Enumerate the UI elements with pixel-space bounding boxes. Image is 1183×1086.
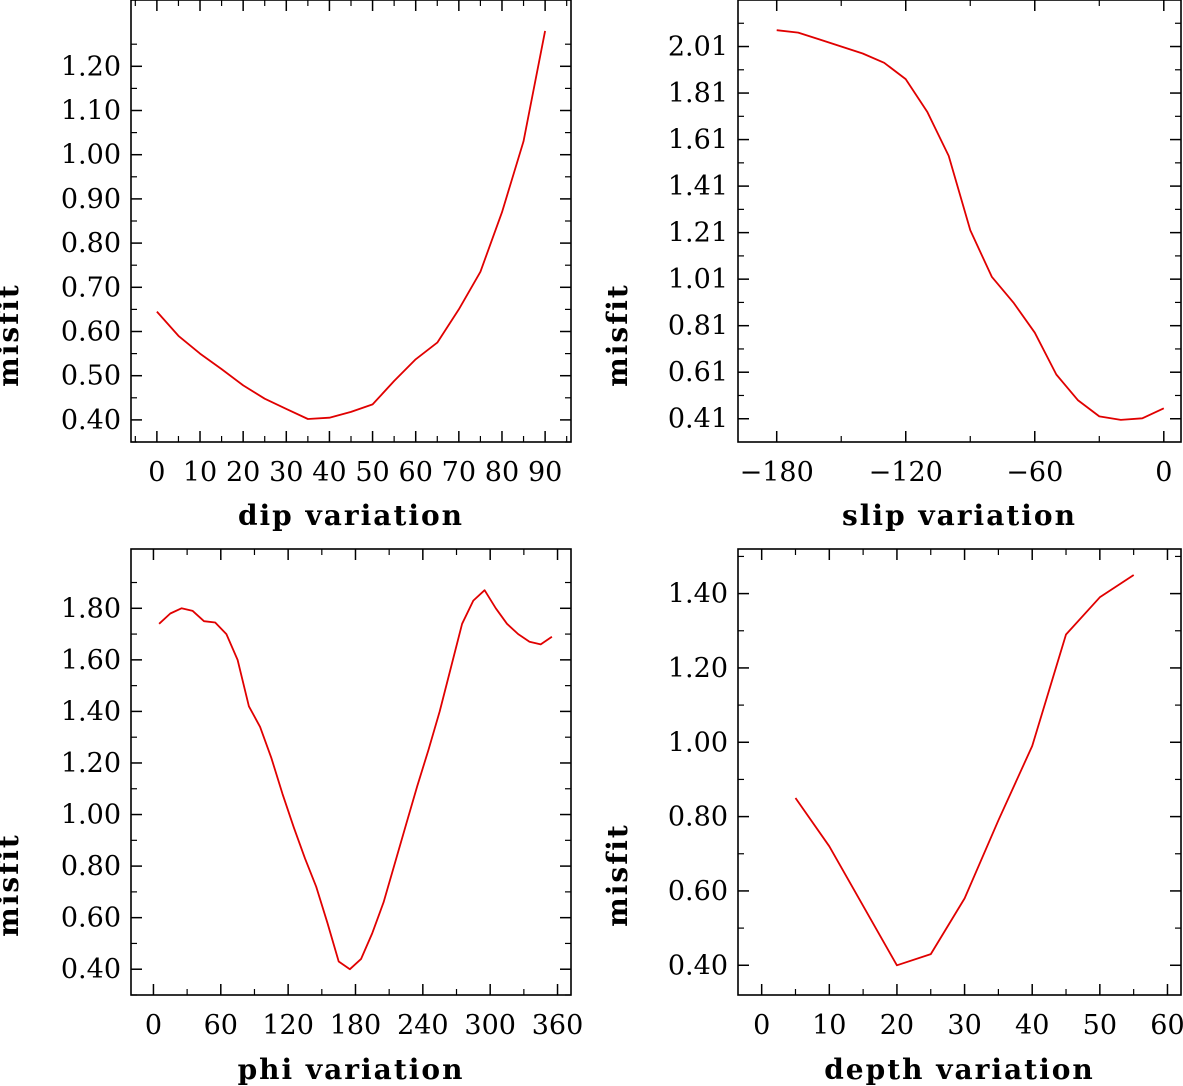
x-tick-label: 10: [183, 457, 217, 488]
panel-phi-variation: 0 60 120 180 240 300 360 0.40 0.60 0.80 1.00 1.20 1.…: [0, 548, 584, 1086]
x-axis-label: phi variation: [238, 1053, 465, 1086]
y-axis-label: misfit: [0, 833, 25, 937]
x-tick-label: 0: [148, 457, 165, 488]
series-line: [156, 30, 546, 420]
y-tick-label: 0.81: [668, 311, 728, 342]
y-tick-label: 0.60: [61, 903, 121, 934]
y-tick-label: 0.80: [61, 228, 121, 259]
series-line: [794, 574, 1135, 967]
plot-frame: [737, 548, 1182, 996]
y-tick-label: 0.40: [61, 954, 121, 985]
x-tick-label: 50: [355, 457, 389, 488]
y-tick-label: 2.01: [668, 32, 728, 63]
x-tick-label: 30: [947, 1010, 981, 1041]
x-axis-label: slip variation: [842, 499, 1077, 532]
x-tick-label: 40: [1015, 1010, 1049, 1041]
y-tick-label: 0.80: [61, 851, 121, 882]
y-tick-label: 1.01: [668, 264, 728, 295]
y-tick-label: 0.70: [61, 272, 121, 303]
y-tick-label: 0.60: [668, 876, 728, 907]
y-tick-label: 1.61: [668, 125, 728, 156]
x-tick-label: 0: [753, 1010, 770, 1041]
x-tick-label: 30: [269, 457, 303, 488]
y-tick-label: 1.00: [61, 140, 121, 171]
x-tick-label: 90: [528, 457, 562, 488]
series-line: [776, 29, 1165, 421]
y-tick-label: 1.40: [61, 696, 121, 727]
y-tick-label: 0.61: [668, 357, 728, 388]
x-tick-label: 120: [262, 1010, 314, 1041]
x-tick-label: 60: [399, 457, 433, 488]
y-tick-label: 0.40: [61, 405, 121, 436]
y-tick-label: 1.00: [61, 800, 121, 831]
x-axis-label: depth variation: [824, 1053, 1095, 1086]
y-tick-label: 1.60: [61, 645, 121, 676]
y-tick-label: 1.00: [668, 727, 728, 758]
x-tick-label: 10: [812, 1010, 846, 1041]
x-axis-label: dip variation: [238, 499, 464, 532]
y-axis-label: misfit: [0, 283, 25, 387]
x-tick-label: 0: [1155, 457, 1172, 488]
y-tick-label: 0.50: [61, 361, 121, 392]
x-tick-label: 20: [880, 1010, 914, 1041]
x-tick-label: −60: [1006, 457, 1063, 488]
panel-slip-variation: −180 −120 −60 0 0.41 0.61 0.81 1.01 1.21 1.41 1.61…: [601, 0, 1182, 532]
y-tick-label: 1.40: [668, 579, 728, 610]
panel-depth-variation: 0 10 20 30 40 50 60 0.40 0.60 0.80 1.00 1.20 1.40 dep…: [601, 548, 1183, 1086]
x-tick-label: 180: [330, 1010, 382, 1041]
plot-frame: [737, 0, 1182, 443]
y-tick-label: 0.41: [668, 404, 728, 435]
y-tick-label: 1.21: [668, 218, 728, 249]
y-tick-label: 1.20: [61, 51, 121, 82]
x-tick-label: 360: [532, 1010, 584, 1041]
x-tick-label: 60: [1150, 1010, 1183, 1041]
x-tick-label: 240: [397, 1010, 449, 1041]
y-axis-label: misfit: [601, 823, 634, 927]
panel-dip-variation: 0 10 20 30 40 50 60 70 80 90 0.40 0.50 0.60 0.70 0.80 0…: [0, 0, 572, 532]
x-tick-label: −120: [869, 457, 943, 488]
x-tick-label: 60: [204, 1010, 238, 1041]
y-tick-label: 1.41: [668, 171, 728, 202]
y-tick-label: 1.81: [668, 78, 728, 109]
y-tick-label: 0.80: [668, 802, 728, 833]
x-tick-label: 0: [145, 1010, 162, 1041]
y-tick-label: 0.90: [61, 184, 121, 215]
y-tick-label: 1.80: [61, 593, 121, 624]
x-tick-label: 80: [485, 457, 519, 488]
y-axis-label: misfit: [601, 283, 634, 387]
x-tick-label: −180: [740, 457, 814, 488]
x-tick-label: 70: [442, 457, 476, 488]
y-tick-label: 0.60: [61, 317, 121, 348]
y-tick-label: 1.20: [61, 748, 121, 779]
x-tick-label: 300: [464, 1010, 516, 1041]
y-tick-label: 1.20: [668, 653, 728, 684]
plot-frame: [130, 0, 572, 443]
series-line: [158, 589, 553, 971]
y-tick-label: 0.40: [668, 950, 728, 981]
x-tick-label: 40: [312, 457, 346, 488]
x-tick-label: 20: [226, 457, 260, 488]
x-tick-label: 50: [1083, 1010, 1117, 1041]
plot-frame: [130, 548, 572, 996]
y-tick-label: 1.10: [61, 96, 121, 127]
